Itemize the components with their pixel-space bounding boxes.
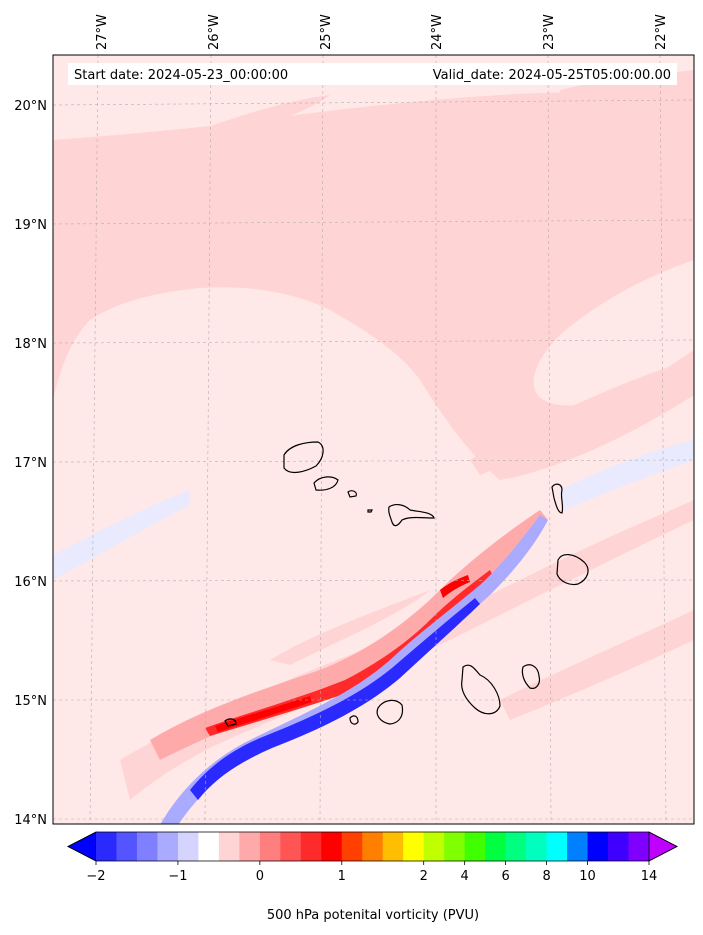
island-boa-vista bbox=[556, 554, 589, 586]
colorbar-swatch bbox=[321, 832, 343, 861]
lon-label-23w: 23°W bbox=[542, 14, 557, 50]
colorbar-swatch bbox=[157, 832, 179, 861]
colorbar-tick-label: 6 bbox=[501, 869, 509, 884]
island-fogo bbox=[376, 699, 404, 725]
colorbar-swatch bbox=[116, 832, 138, 861]
colorbar-extend-min bbox=[67, 831, 97, 862]
lon-label-26w: 26°W bbox=[207, 14, 222, 50]
colorbar-extend-max bbox=[648, 831, 678, 862]
island-santiago bbox=[461, 664, 501, 715]
colorbar-swatch bbox=[485, 832, 507, 861]
lat-label-16n: 16°N bbox=[14, 575, 47, 590]
colorbar-tick-label: 8 bbox=[542, 869, 550, 884]
colorbar-swatch bbox=[608, 832, 630, 861]
gridlines bbox=[52, 54, 695, 825]
colorbar-swatch bbox=[300, 832, 322, 861]
colorbar-swatch bbox=[587, 832, 609, 861]
pv-region-streak-2 bbox=[600, 220, 680, 280]
island-sao-nicolau bbox=[388, 504, 435, 527]
lat-label-19n: 19°N bbox=[14, 218, 47, 233]
pv-filament-red-max bbox=[215, 696, 312, 732]
valid-date-text: Valid_date: 2024-05-25T05:00:00.00 bbox=[433, 68, 671, 83]
pv-region-streak-1 bbox=[200, 95, 330, 135]
colorbar-tick-label: −2 bbox=[86, 869, 105, 884]
island-santa-luzia bbox=[347, 490, 357, 498]
pv-region-south-streak bbox=[270, 590, 430, 665]
map-panel bbox=[53, 55, 694, 824]
colorbar-swatch bbox=[628, 832, 650, 861]
colorbar-swatch bbox=[403, 832, 425, 861]
island-sao-vicente bbox=[313, 476, 339, 491]
colorbar-tick-label: −1 bbox=[168, 869, 187, 884]
coastlines bbox=[224, 441, 589, 727]
colorbar-tick-label: 10 bbox=[579, 869, 596, 884]
colorbar-tick-label: 2 bbox=[420, 869, 428, 884]
lat-label-17n: 17°N bbox=[14, 456, 47, 471]
colorbar-swatch bbox=[259, 832, 281, 861]
colorbar-swatch bbox=[546, 832, 568, 861]
colorbar-swatch bbox=[423, 832, 445, 861]
lon-label-24w: 24°W bbox=[430, 14, 445, 50]
colorbar-tick-label: 0 bbox=[256, 869, 264, 884]
colorbar-swatch bbox=[239, 832, 261, 861]
lat-label-15n: 15°N bbox=[14, 694, 47, 709]
lon-label-22w: 22°W bbox=[654, 14, 669, 50]
colorbar-tick-label: 1 bbox=[338, 869, 346, 884]
colorbar-swatch bbox=[505, 832, 527, 861]
colorbar-swatch bbox=[567, 832, 589, 861]
pv-region-north bbox=[53, 91, 694, 480]
lat-label-14n: 14°N bbox=[14, 813, 47, 828]
lat-label-20n: 20°N bbox=[14, 99, 47, 114]
colorbar-swatch bbox=[526, 832, 548, 861]
island-coastal-speck bbox=[224, 718, 237, 727]
map-frame bbox=[52, 54, 695, 825]
colorbar-swatch bbox=[362, 832, 384, 861]
island-santo-antao bbox=[283, 441, 324, 474]
colorbar-swatch bbox=[198, 832, 220, 861]
lon-label-27w: 27°W bbox=[95, 14, 110, 50]
colorbar-swatch bbox=[444, 832, 466, 861]
pv-negative-band-west bbox=[53, 490, 190, 580]
lat-label-18n: 18°N bbox=[14, 337, 47, 352]
island-brava bbox=[349, 715, 359, 725]
colorbar-label: 500 hPa potenital vorticity (PVU) bbox=[267, 908, 479, 923]
colorbar-tick-label: 14 bbox=[641, 869, 658, 884]
pv-filament-outer bbox=[150, 510, 548, 760]
pv-negative-band-east bbox=[560, 440, 694, 510]
colorbar-swatch bbox=[382, 832, 404, 861]
info-box bbox=[68, 63, 677, 85]
colorbar-swatch bbox=[464, 832, 486, 861]
lon-labels: 27°W 26°W 25°W 24°W 23°W 22°W bbox=[95, 14, 669, 50]
pv-filament-red-max-2 bbox=[440, 575, 470, 598]
lon-label-25w: 25°W bbox=[319, 14, 334, 50]
pv-filament-blue-core bbox=[190, 598, 480, 800]
colorbar-swatch bbox=[218, 832, 240, 861]
colorbar-swatch bbox=[341, 832, 363, 861]
colorbar-swatch bbox=[280, 832, 302, 861]
pv-region-streak-3 bbox=[470, 360, 694, 475]
colorbar-swatch bbox=[136, 832, 158, 861]
colorbar-tick-label: 4 bbox=[461, 869, 469, 884]
island-branco bbox=[367, 509, 373, 513]
colorbar-swatch bbox=[96, 832, 117, 861]
lat-labels: 20°N 19°N 18°N 17°N 16°N 15°N 14°N bbox=[14, 99, 47, 828]
colorbar-swatch bbox=[177, 832, 199, 861]
start-date-text: Start date: 2024-05-23_00:00:00 bbox=[74, 68, 288, 83]
island-sal bbox=[551, 483, 564, 514]
colorbar: −2 −1 0 1 2 4 6 8 10 14 bbox=[67, 831, 678, 884]
pv-region-northeast bbox=[560, 70, 694, 145]
island-maio bbox=[521, 664, 541, 689]
pv-region-southeast bbox=[500, 610, 694, 720]
